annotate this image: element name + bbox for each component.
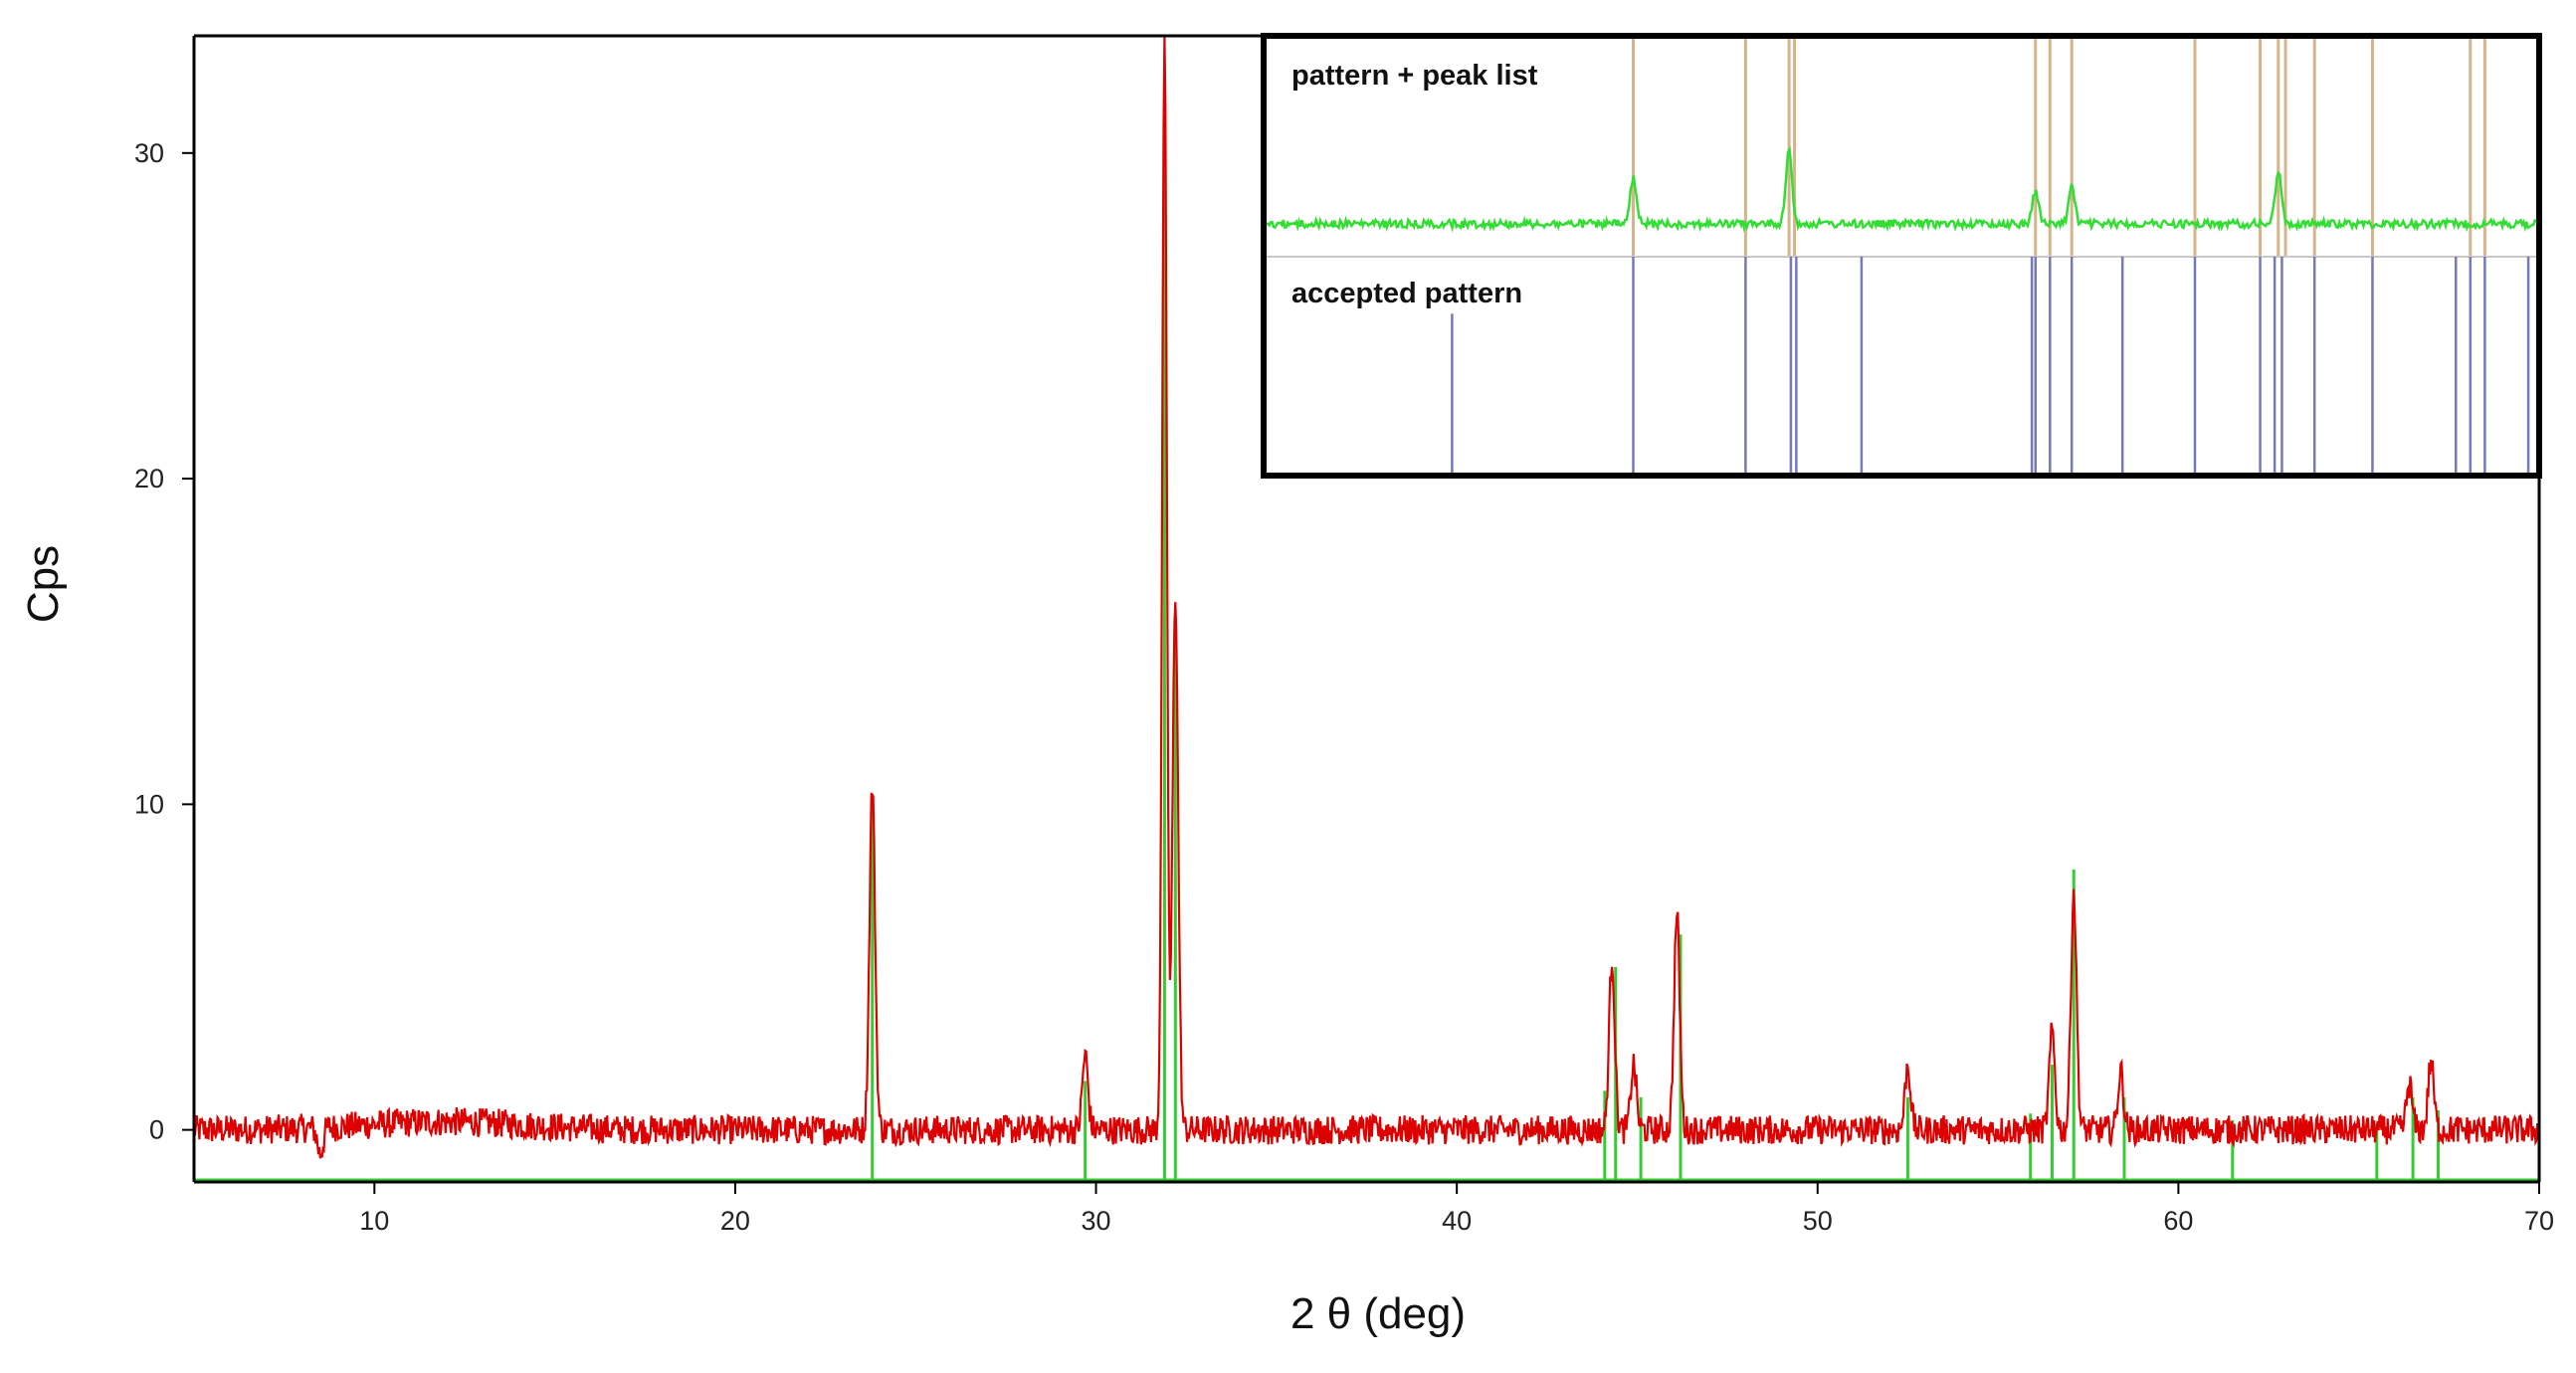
x-tick-label: 20 bbox=[720, 1206, 750, 1236]
axis-labels-layer: 2 θ (deg) Cps pattern + peak list accept… bbox=[19, 60, 1538, 1338]
inset-panel bbox=[1261, 33, 2542, 479]
inset-pattern-peak-list-label: pattern + peak list bbox=[1291, 60, 1538, 92]
y-tick-label: 20 bbox=[134, 464, 164, 493]
y-tick-label: 0 bbox=[149, 1115, 164, 1145]
x-tick-label: 10 bbox=[359, 1206, 389, 1236]
diffraction-trace bbox=[192, 35, 2541, 1159]
inset-frame bbox=[1261, 33, 2542, 479]
x-axis-title: 2 θ (deg) bbox=[1290, 1289, 1466, 1338]
x-tick-label: 60 bbox=[2163, 1206, 2193, 1236]
y-tick-label: 10 bbox=[134, 789, 164, 819]
x-tick-label: 70 bbox=[2524, 1206, 2554, 1236]
inset-accepted-pattern-label: accepted pattern bbox=[1291, 278, 1522, 309]
y-axis-title: Cps bbox=[19, 545, 68, 623]
inset-pattern-trace bbox=[1263, 144, 2541, 233]
y-tick-label: 30 bbox=[134, 138, 164, 168]
x-tick-label: 30 bbox=[1082, 1206, 1111, 1236]
x-tick-label: 50 bbox=[1803, 1206, 1833, 1236]
x-tick-label: 40 bbox=[1442, 1206, 1472, 1236]
